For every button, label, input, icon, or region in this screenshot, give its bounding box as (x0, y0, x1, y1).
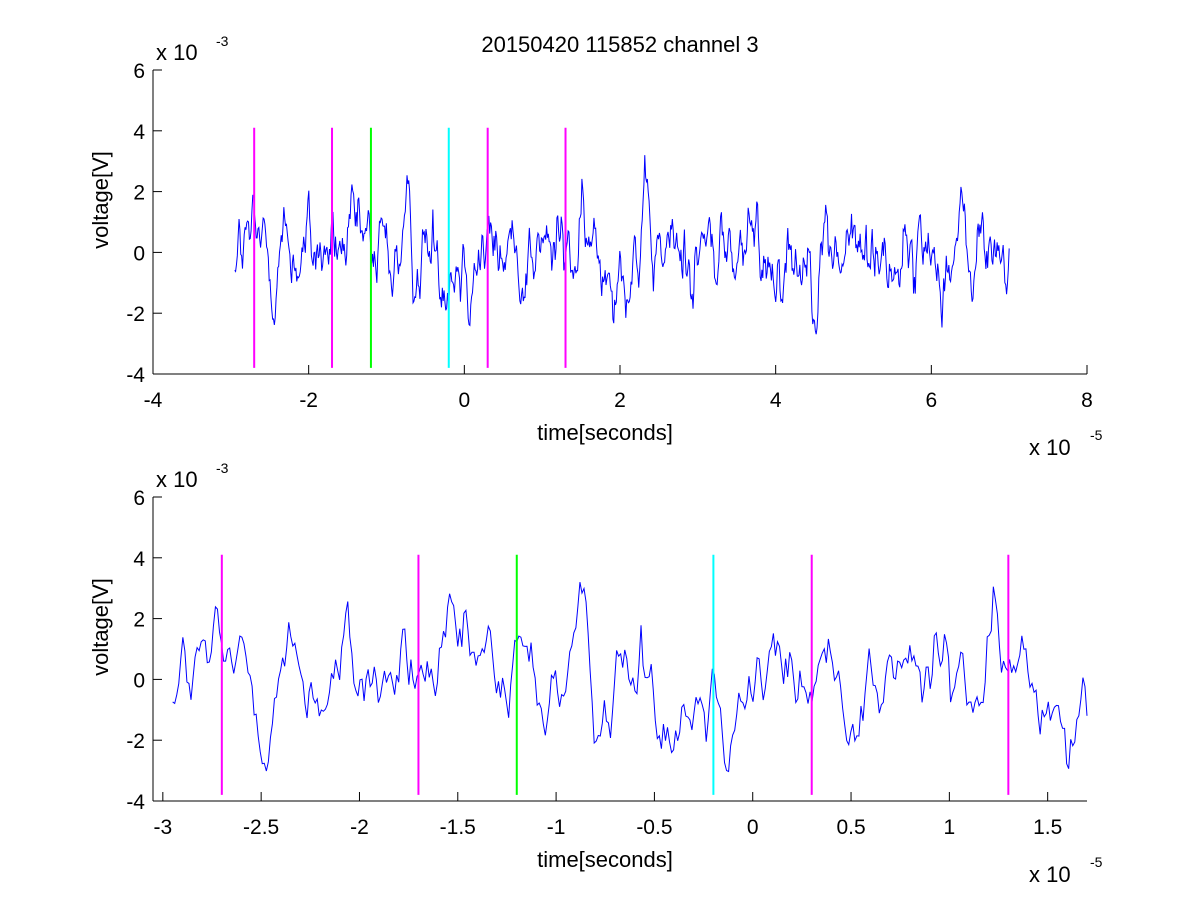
x-tick-label: 1 (944, 816, 956, 839)
x-tick-label: -2.5 (243, 816, 279, 839)
x-tick-label: 8 (1081, 389, 1093, 412)
y-exponent-label: x 10 (156, 40, 198, 65)
plot-top: -4 -2 0 2 4 6 -4 -2 0 2 4 6 8 time[seconds] voltage[V]… (88, 33, 1103, 460)
y-tick-label: 2 (133, 182, 145, 205)
x-tick-label: 4 (770, 389, 782, 412)
y-tick-label: -2 (126, 730, 145, 753)
x-tick-label: 1.5 (1033, 816, 1062, 839)
x-axis-label: time[seconds] (537, 847, 673, 872)
x-tick-label: 0.5 (836, 816, 865, 839)
y-exponent-value: -3 (216, 460, 229, 476)
y-axis-label: voltage[V] (88, 151, 113, 249)
x-exponent-label: x 10 (1029, 435, 1071, 460)
y-tick-label: -4 (126, 791, 145, 814)
y-tick-label: 2 (133, 609, 145, 632)
x-exponent-label: x 10 (1029, 862, 1071, 887)
plot-bottom: -4 -2 0 2 4 6 -3 -2.5 -2 -1.5 -1 -0.5 0 0.5 1 1.5 time[s… (88, 460, 1103, 887)
y-tick-label: -2 (126, 303, 145, 326)
x-tick-label: -1 (547, 816, 566, 839)
y-tick-label: 4 (133, 121, 145, 144)
signal-line (172, 582, 1088, 773)
x-tick-label: -1.5 (440, 816, 476, 839)
x-tick-label: -2 (299, 389, 318, 412)
signal-line (234, 155, 1010, 335)
y-exponent-value: -3 (216, 33, 229, 49)
y-tick-label: -4 (126, 364, 145, 387)
y-tick-label: 0 (133, 242, 145, 265)
y-tick-label: 6 (133, 60, 145, 83)
x-tick-label: -3 (153, 816, 172, 839)
y-tick-label: 4 (133, 548, 145, 571)
x-tick-label: 0 (458, 389, 470, 412)
x-tick-label: 2 (614, 389, 626, 412)
y-exponent-label: x 10 (156, 467, 198, 492)
x-tick-label: -2 (350, 816, 369, 839)
x-tick-label: -4 (144, 389, 163, 412)
x-axis-label: time[seconds] (537, 420, 673, 445)
y-tick-label: 6 (133, 487, 145, 510)
x-tick-label: 0 (747, 816, 759, 839)
figure-title: 20150420 115852 channel 3 (481, 32, 758, 57)
y-axis-label: voltage[V] (88, 578, 113, 676)
x-tick-label: -0.5 (636, 816, 672, 839)
x-exponent-value: -5 (1090, 854, 1103, 870)
y-tick-label: 0 (133, 669, 145, 692)
x-tick-label: 6 (925, 389, 937, 412)
x-exponent-value: -5 (1090, 427, 1103, 443)
